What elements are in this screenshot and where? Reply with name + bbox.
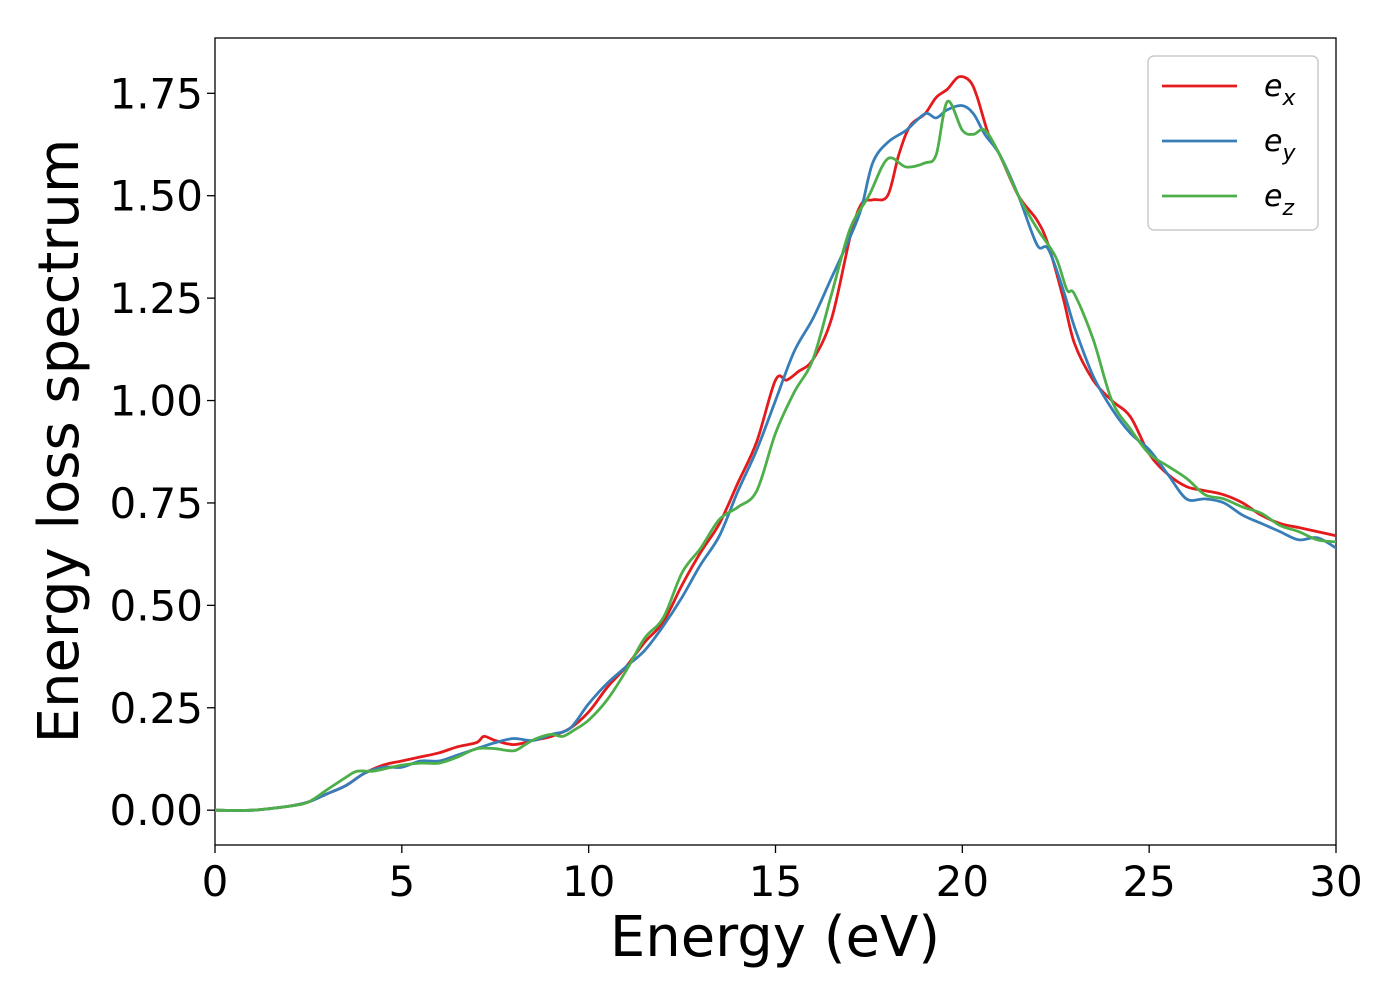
x-tick-label: 15 bbox=[749, 857, 802, 906]
x-tick-label: 25 bbox=[1122, 857, 1175, 906]
y-tick-label: 0.50 bbox=[109, 581, 203, 630]
y-tick-label: 0.25 bbox=[109, 684, 203, 733]
y-tick-label: 1.50 bbox=[109, 172, 203, 221]
y-tick-label: 0.00 bbox=[109, 786, 203, 835]
y-axis-ticks: 0.00 0.25 0.50 0.75 1.00 1.25 1.50 1.75 bbox=[109, 69, 215, 835]
x-tick-label: 20 bbox=[936, 857, 989, 906]
series-line-ey bbox=[215, 104, 1336, 812]
x-tick-label: 5 bbox=[388, 857, 415, 906]
y-tick-label: 1.00 bbox=[109, 377, 203, 426]
x-tick-label: 30 bbox=[1309, 857, 1362, 906]
x-tick-label: 0 bbox=[202, 857, 229, 906]
series-layer bbox=[215, 75, 1336, 812]
series-line-ez bbox=[215, 99, 1336, 812]
y-tick-label: 1.25 bbox=[109, 274, 203, 323]
series-line-ex bbox=[215, 75, 1336, 812]
x-tick-label: 10 bbox=[562, 857, 615, 906]
x-axis-title: Energy (eV) bbox=[610, 905, 940, 970]
y-tick-label: 1.75 bbox=[109, 69, 203, 118]
y-tick-label: 0.75 bbox=[109, 479, 203, 528]
legend-frame bbox=[1147, 55, 1319, 231]
y-axis-title: Energy loss spectrum bbox=[27, 139, 92, 744]
x-axis-ticks: 0 5 10 15 20 25 30 bbox=[202, 845, 1363, 906]
